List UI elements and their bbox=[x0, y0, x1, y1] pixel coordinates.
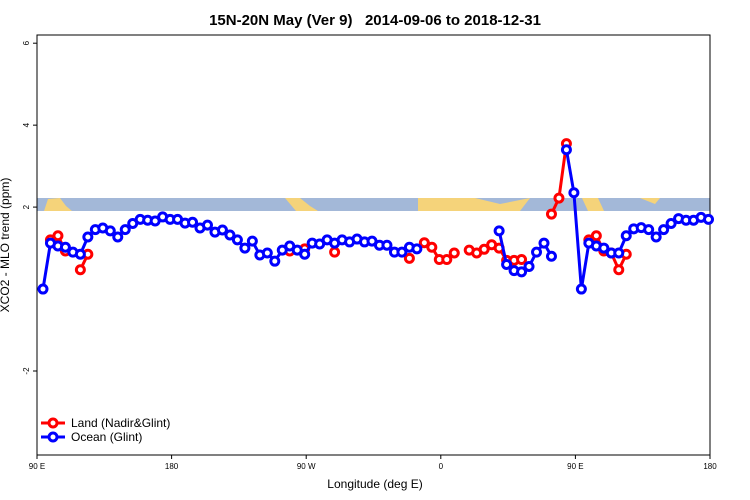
data-point bbox=[703, 213, 715, 225]
data-point bbox=[224, 229, 236, 241]
data-point bbox=[568, 187, 580, 199]
data-point bbox=[501, 258, 513, 270]
map-land bbox=[44, 198, 72, 211]
data-point bbox=[187, 216, 199, 228]
data-point bbox=[575, 283, 587, 295]
data-point bbox=[299, 248, 311, 260]
data-point bbox=[112, 231, 124, 243]
data-point bbox=[441, 254, 453, 266]
data-point bbox=[74, 264, 86, 276]
map-land bbox=[285, 198, 318, 211]
map-land bbox=[640, 198, 660, 204]
data-point bbox=[613, 247, 625, 259]
data-point bbox=[613, 264, 625, 276]
data-point bbox=[545, 250, 557, 262]
data-point bbox=[59, 241, 71, 253]
x-tick-label: 0 bbox=[439, 462, 444, 471]
data-point bbox=[545, 208, 557, 220]
map-land bbox=[582, 198, 604, 211]
data-point bbox=[538, 237, 550, 249]
data-point bbox=[426, 241, 438, 253]
data-point bbox=[104, 225, 116, 237]
data-point bbox=[246, 235, 258, 247]
data-point bbox=[598, 242, 610, 254]
data-point bbox=[590, 230, 602, 242]
data-point bbox=[650, 231, 662, 243]
chart-title: 15N-20N May (Ver 9) 2014-09-06 to 2018-1… bbox=[209, 12, 541, 29]
data-point bbox=[418, 237, 430, 249]
map-land bbox=[418, 198, 530, 211]
data-point bbox=[231, 234, 243, 246]
data-point bbox=[493, 225, 505, 237]
plot-frame bbox=[36, 34, 711, 456]
legend-marker bbox=[47, 431, 59, 443]
data-point bbox=[478, 243, 490, 255]
data-point bbox=[448, 247, 460, 259]
data-point bbox=[74, 248, 86, 260]
data-point bbox=[329, 246, 341, 258]
data-point bbox=[216, 224, 228, 236]
legend-marker bbox=[47, 417, 59, 429]
data-point bbox=[516, 266, 528, 278]
data-point bbox=[269, 255, 281, 267]
data-point bbox=[516, 254, 528, 266]
data-point bbox=[643, 224, 655, 236]
legend-label: Ocean (Glint) bbox=[71, 430, 142, 444]
data-point bbox=[658, 224, 670, 236]
data-point bbox=[119, 224, 131, 236]
x-axis-label: Longitude (deg E) bbox=[327, 477, 422, 491]
data-point bbox=[261, 247, 273, 259]
data-point bbox=[665, 217, 677, 229]
data-point bbox=[411, 243, 423, 255]
data-point bbox=[523, 261, 535, 273]
x-tick-label: 90 E bbox=[567, 462, 583, 471]
legend-label: Land (Nadir&Glint) bbox=[71, 416, 170, 430]
x-tick-label: 90 E bbox=[29, 462, 45, 471]
x-tick-label: 180 bbox=[165, 462, 179, 471]
map-ocean bbox=[37, 198, 710, 211]
map-band bbox=[37, 198, 710, 211]
data-point bbox=[239, 242, 251, 254]
y-tick-label: 2 bbox=[22, 204, 31, 209]
data-point bbox=[396, 246, 408, 258]
data-point bbox=[381, 239, 393, 251]
data-point bbox=[403, 252, 415, 264]
data-point bbox=[531, 246, 543, 258]
y-tick-label: 6 bbox=[22, 40, 31, 45]
data-point bbox=[37, 283, 49, 295]
y-tick-label: 4 bbox=[22, 122, 31, 127]
y-axis-label: XCO2 - MLO trend (ppm) bbox=[0, 178, 12, 313]
data-point bbox=[52, 230, 64, 242]
x-tick-label: 90 W bbox=[297, 462, 316, 471]
data-point bbox=[553, 192, 565, 204]
x-tick-label: 180 bbox=[703, 462, 717, 471]
data-point bbox=[560, 144, 572, 156]
data-point bbox=[620, 230, 632, 242]
y-tick-label: -2 bbox=[22, 367, 31, 375]
data-point bbox=[201, 219, 213, 231]
data-point bbox=[82, 231, 94, 243]
